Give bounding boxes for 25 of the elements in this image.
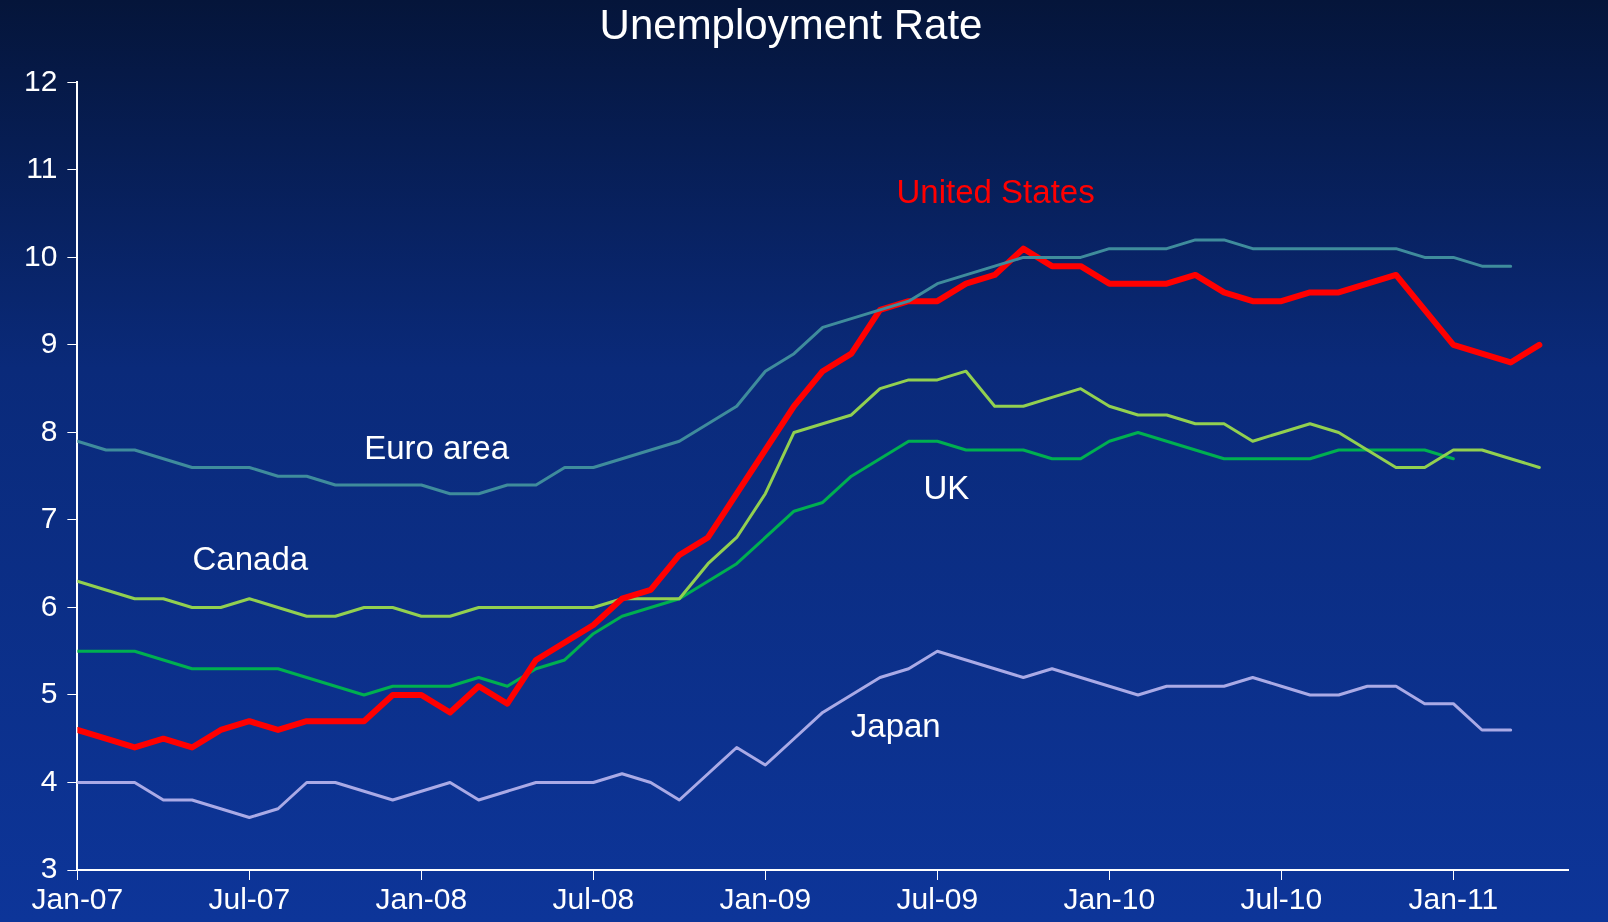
- series-label: Canada: [192, 539, 309, 577]
- x-tick-label: Jul-07: [208, 882, 291, 916]
- y-tick-label: 4: [40, 763, 58, 797]
- y-tick-label: 12: [23, 63, 58, 97]
- y-tick-label: 5: [40, 676, 58, 710]
- x-tick-label: Jan-07: [31, 882, 124, 916]
- x-tick-label: Jan-11: [1408, 882, 1499, 916]
- y-tick-label: 10: [23, 238, 58, 272]
- series-label: Japan: [850, 706, 941, 744]
- x-tick-label: Jan-09: [719, 882, 812, 916]
- series-label: United States: [896, 173, 1095, 211]
- x-tick-label: Jul-09: [896, 882, 979, 916]
- x-tick-label: Jul-08: [552, 882, 635, 916]
- y-tick-label: 8: [40, 413, 58, 447]
- x-tick-label: Jan-08: [375, 882, 468, 916]
- x-tick-label: Jul-10: [1240, 882, 1323, 916]
- y-tick-label: 11: [26, 151, 58, 185]
- y-tick-label: 3: [40, 851, 58, 885]
- chart-title: Unemployment Rate: [599, 0, 983, 48]
- y-tick-label: 6: [40, 588, 58, 622]
- series-label: UK: [923, 468, 970, 506]
- series-label: Euro area: [364, 429, 510, 467]
- y-tick-label: 7: [40, 501, 58, 535]
- y-tick-label: 9: [40, 326, 58, 360]
- x-tick-label: Jan-10: [1063, 882, 1156, 916]
